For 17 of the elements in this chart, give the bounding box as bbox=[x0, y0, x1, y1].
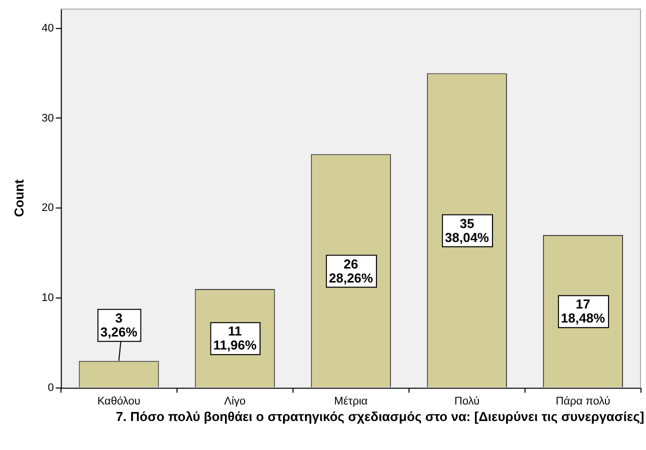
x-tick-label: Μέτρια bbox=[334, 395, 368, 408]
data-label: 26 28,26% bbox=[328, 256, 374, 286]
y-tick-label: 10 bbox=[42, 292, 54, 304]
data-label: 17 18,48% bbox=[560, 296, 606, 326]
x-tick-label: Λίγο bbox=[224, 395, 246, 408]
data-label: 3 3,26% bbox=[100, 310, 138, 340]
y-tick-label: 0 bbox=[48, 382, 54, 394]
data-label: 11 11,96% bbox=[213, 324, 258, 353]
x-tick-label: Πάρα πολύ bbox=[556, 395, 610, 408]
x-tick-label: Καθόλου bbox=[97, 395, 140, 408]
y-axis-title: Count bbox=[11, 178, 26, 217]
y-tick-label: 40 bbox=[42, 22, 54, 34]
x-tick-label: Πολύ bbox=[454, 395, 480, 408]
data-label: 35 38,04% bbox=[444, 216, 490, 245]
y-tick-label: 30 bbox=[42, 112, 54, 124]
y-tick-label: 20 bbox=[42, 202, 54, 214]
x-axis-title: 7. Πόσο πολύ βοηθάει ο στρατηγικός σχεδιασμός στο να: [Διευρύνει τις συνεργασίες] bbox=[114, 409, 646, 424]
